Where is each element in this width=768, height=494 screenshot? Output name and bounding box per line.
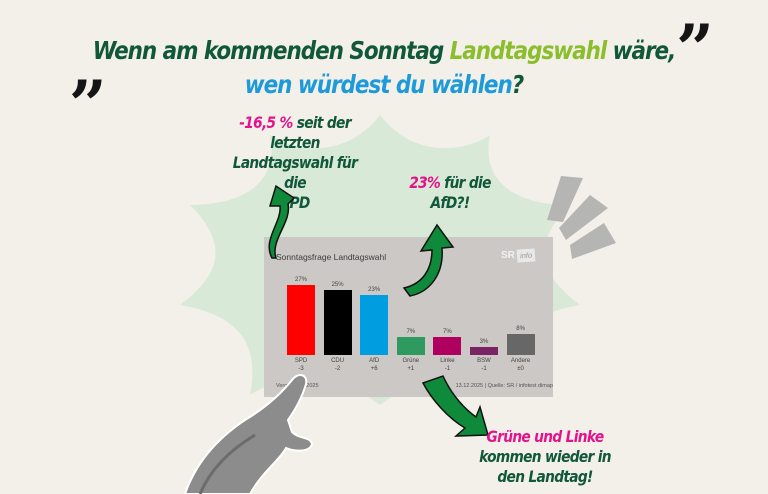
headline-text: wäre, — [606, 36, 677, 65]
party-name: BSW — [477, 358, 491, 364]
bar-value-label: 3% — [479, 339, 489, 346]
bar-category-label: SPD -3 — [277, 357, 325, 373]
party-change: ±0 — [517, 366, 524, 372]
sr-info-logo: SR info — [501, 248, 536, 263]
bar-group: 25% CDU -2 — [323, 282, 352, 372]
open-quote-icon: „ — [70, 28, 108, 106]
headline-text: Wenn am kommenden Sonntag — [92, 36, 450, 65]
chart-card: Sonntagsfrage Landtagswahl SR info 27% SPD… — [264, 237, 553, 397]
chart-title: Sonntagsfrage Landtagswahl — [276, 252, 387, 262]
bar-group: 8% Andere ±0 — [506, 326, 535, 372]
bar-category-label: BSW -1 — [460, 357, 508, 373]
annotation-text: letzten — [270, 133, 320, 152]
annotation-text: seit der — [292, 113, 352, 132]
bar-group: 23% AfD +6 — [360, 287, 389, 372]
party-change: -1 — [481, 366, 487, 372]
headline-highlight-question: wen würdest du wählen — [244, 70, 513, 99]
annotation-afd-highlight: 23% — [409, 173, 441, 192]
annotation-text: kommen wieder in — [479, 447, 611, 466]
party-name: CDU — [331, 358, 345, 364]
bar — [470, 347, 498, 355]
bar-value-label: 23% — [368, 287, 381, 294]
party-change: -3 — [298, 366, 304, 372]
bar-category-label: Andere ±0 — [497, 357, 545, 373]
party-change: -1 — [444, 366, 451, 372]
close-quote-icon: ” — [676, 10, 714, 88]
party-name: Linke — [440, 358, 455, 364]
headline-line-2: wen würdest du wählen? — [54, 68, 714, 102]
headline: Wenn am kommenden Sonntag Landtagswahl w… — [54, 34, 714, 102]
bar-category-label: AfD +6 — [350, 357, 398, 373]
party-name: Grüne — [402, 358, 420, 364]
headline-line-1: Wenn am kommenden Sonntag Landtagswahl w… — [54, 34, 714, 68]
party-name: Andere — [510, 358, 531, 364]
bar-value-label: 25% — [331, 282, 344, 289]
sr-logo-text: SR — [501, 250, 515, 261]
bar-category-label: CDU -2 — [314, 357, 362, 373]
bar-category-label: Linke -1 — [423, 357, 471, 373]
bar — [360, 295, 389, 355]
annotation-spd-highlight: -16,5 % — [239, 113, 293, 132]
party-name: AfD — [369, 358, 380, 364]
bar — [433, 336, 462, 355]
annotation-text: SPD — [280, 193, 310, 212]
annotation-text: für die — [440, 173, 491, 192]
headline-highlight-landtagswahl: Landtagswahl — [449, 36, 608, 65]
bar-group: 3% BSW -1 — [470, 339, 498, 372]
bar-value-label: 8% — [516, 326, 525, 333]
party-change: +1 — [407, 366, 415, 372]
bar — [287, 285, 315, 355]
annotation-spd: -16,5 % seit der letzten Landtagswahl fü… — [226, 113, 364, 213]
annotation-text: Landtagswahl für die — [232, 153, 358, 192]
chart-footer-left: Vergleich ... 2025 — [276, 383, 319, 389]
bar — [396, 336, 425, 355]
bar — [323, 290, 352, 355]
annotation-text: den Landtag! — [497, 467, 593, 486]
party-change: +6 — [370, 366, 378, 372]
bar-value-label: 7% — [406, 328, 416, 335]
bar-group: 7% Linke -1 — [433, 329, 462, 372]
headline-question-mark: ? — [511, 70, 525, 99]
bar-category-label: Grüne +1 — [387, 357, 435, 373]
bar-value-label: 7% — [443, 328, 452, 335]
annotation-afd: 23% für die AfD?! — [394, 173, 506, 213]
bar-value-label: 27% — [294, 277, 307, 283]
bar-group: 7% Grüne +1 — [396, 329, 425, 372]
annotation-gruene-linke: Grüne und Linke kommen wieder in den Lan… — [476, 427, 614, 487]
chart-footer-source: 13.12.2025 | Quelle: SR / infotest dimap — [455, 383, 553, 389]
bar — [506, 334, 535, 355]
info-tag: info — [516, 248, 536, 263]
party-change: -2 — [334, 366, 341, 372]
annotation-text: AfD?! — [430, 193, 471, 212]
bar-group: 27% SPD -3 — [287, 277, 315, 372]
party-name: SPD — [294, 358, 308, 364]
annotation-gruene-linke-highlight: Grüne und Linke — [486, 427, 605, 446]
